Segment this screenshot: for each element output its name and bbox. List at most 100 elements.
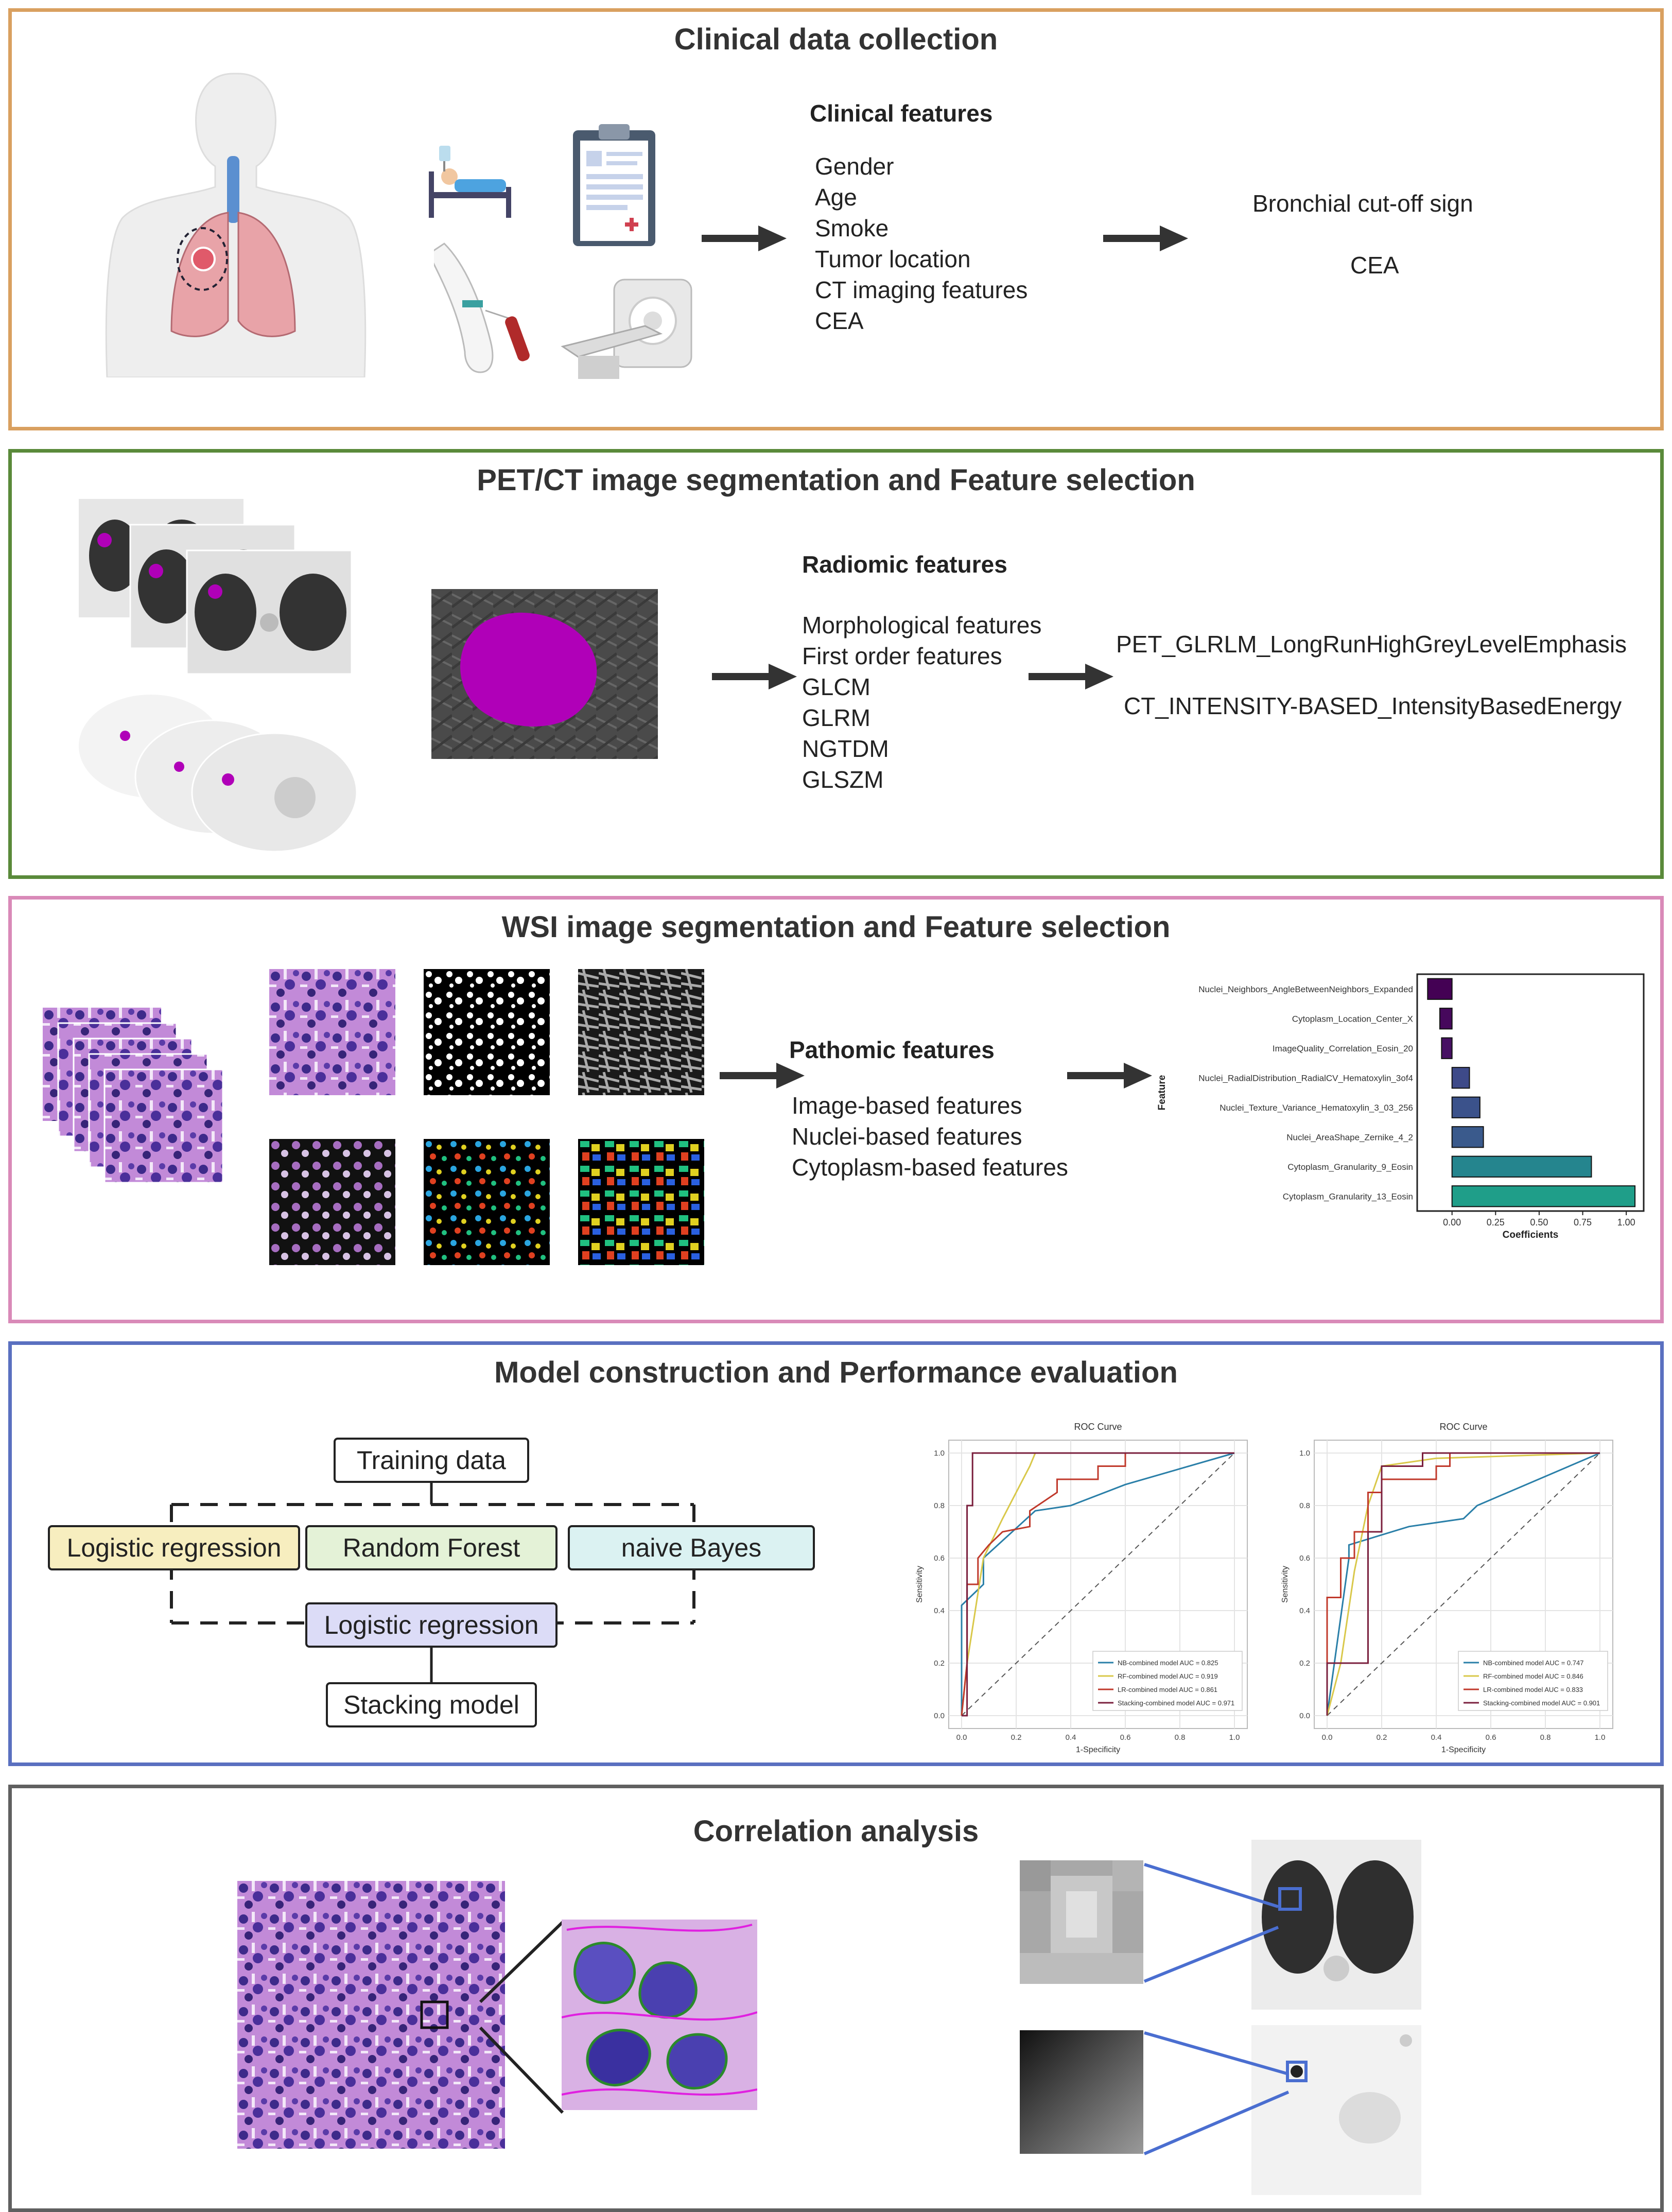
ct-roi-patch [1020,1860,1143,1984]
y-tick-label: 1.0 [934,1449,945,1458]
blood-draw-icon [434,243,530,373]
roc-series-line [1326,1452,1600,1716]
y-tick-label: 0.6 [1299,1554,1310,1563]
y-tick-label: 0.2 [1299,1659,1310,1668]
ct-slice-image [1251,1840,1421,2010]
y-tick-label: Cytoplasm_Granularity_13_Eosin [1283,1191,1413,1201]
arrow-icon [720,1063,805,1088]
roc-chart-validation: ROC Curve 0.0 0.2 0.4 0.6 0.8 1.0 0.0 0.2 0.4 0.6 0… [1281,1422,1613,1754]
selected-feature: CEA [1350,252,1399,279]
arrow-icon [1067,1063,1152,1088]
y-tick-label: ImageQuality_Correlation_Eosin_20 [1273,1044,1413,1053]
roc-series-line [961,1452,1234,1716]
pet-slice-image [1251,2025,1421,2195]
x-tick-label: 1.0 [1595,1733,1606,1742]
zoom-connector [479,1921,564,2114]
list-item: Gender [815,153,894,180]
pet-zoom-connector [1143,2031,1290,2155]
panel-title: Correlation analysis [693,1814,979,1848]
arrow-icon [1029,664,1113,689]
radiomic-features-list: Morphological features First order featu… [802,610,1041,795]
ct-slice-stack [79,499,353,675]
legend-box [1092,1651,1243,1711]
list-item: Image-based features [792,1092,1022,1119]
y-tick-label: 0.8 [1299,1501,1310,1510]
x-axis-label: Coefficients [1503,1230,1559,1240]
list-item: Morphological features [802,612,1042,638]
legend-entry: NB-combined model AUC = 0.747 [1483,1659,1583,1667]
he-original-tile [269,969,395,1095]
arrow-icon [1103,226,1188,251]
y-tick-label: Cytoplasm_Location_Center_X [1292,1014,1413,1024]
legend-box [1458,1651,1608,1711]
roc-series-line [1326,1452,1600,1716]
x-tick-label: 0.25 [1487,1217,1505,1228]
y-axis-label: Sensitivity [1281,1566,1290,1603]
chart-title: ROC Curve [1439,1422,1487,1432]
legend-entry: LR-combined model AUC = 0.833 [1483,1686,1583,1693]
panel-title: WSI image segmentation and Feature selec… [501,910,1171,944]
list-item: GLRM [802,704,870,731]
x-tick-label: 0.2 [1011,1733,1022,1742]
y-tick-label: Nuclei_Texture_Variance_Hematoxylin_3_03… [1220,1103,1413,1113]
x-tick-label: 0.75 [1574,1217,1592,1228]
list-item: Smoke [815,215,889,241]
bar [1451,1096,1481,1118]
training-data-box: Training data [334,1438,529,1483]
base-model-logistic-regression: Logistic regression [48,1525,300,1570]
panel-title: Model construction and Performance evalu… [494,1356,1178,1389]
bar [1439,1008,1453,1030]
x-tick-label: 0.0 [1322,1733,1333,1742]
chance-line [961,1453,1235,1716]
panel-title: Clinical data collection [674,23,998,56]
bar [1427,978,1453,1000]
y-axis-label: Feature [1157,1075,1168,1111]
x-tick-label: 0.50 [1530,1217,1548,1228]
panel-models: Model construction and Performance evalu… [8,1341,1664,1766]
clinical-features-list: Gender Age Smoke Tumor location CT imagi… [815,151,1027,336]
arrow-icon [712,664,797,689]
list-item: CEA [815,307,864,334]
base-model-random-forest: Random Forest [305,1525,558,1570]
x-tick-label: 0.6 [1486,1733,1496,1742]
y-tick-label: 0.0 [934,1712,945,1720]
cytoplasm-gray-tile [578,969,704,1095]
list-item: Tumor location [815,246,971,272]
stacking-model-box: Stacking model [326,1682,537,1727]
y-tick-label: 0.4 [934,1606,945,1615]
y-tick-label: Nuclei_RadialDistribution_RadialCV_Hemat… [1198,1073,1413,1083]
pet-slice-stack [79,695,358,853]
selected-feature: Bronchial cut-off sign [1252,190,1473,217]
ct-zoom-connector [1143,1863,1279,1983]
x-tick-label: 0.4 [1066,1733,1076,1742]
y-tick-label: 0.6 [934,1554,945,1563]
y-tick-label: 0.0 [1299,1712,1310,1720]
nuclei-mask-tile [424,969,550,1095]
list-item: GLSZM [802,766,884,793]
cytoplasm-label-tile [578,1139,704,1265]
legend-entry: RF-combined model AUC = 0.919 [1118,1672,1218,1680]
panel-radiomics: PET/CT image segmentation and Feature se… [8,449,1664,879]
ct-scanner-icon [561,279,692,379]
list-item: Cytoplasm-based features [792,1154,1068,1181]
x-tick-label: 0.6 [1120,1733,1131,1742]
panel-clinical: Clinical data collection [8,8,1664,430]
x-tick-label: 0.8 [1175,1733,1186,1742]
y-tick-label: Cytoplasm_Granularity_9_Eosin [1287,1162,1413,1172]
roc-series-line [962,1452,1234,1717]
bar [1451,1155,1592,1178]
list-item: GLCM [802,673,870,700]
arrow-icon [702,226,787,251]
pathomic-features-header: Pathomic features [789,1036,995,1063]
x-tick-label: 1.00 [1617,1217,1635,1228]
radiomic-features-header: Radiomic features [802,551,1007,578]
x-tick-label: 0.00 [1443,1217,1461,1228]
selected-feature: PET_GLRLM_LongRunHighGreyLevelEmphasis [1116,631,1627,658]
legend-entry: Stacking-combined model AUC = 0.901 [1483,1699,1600,1707]
nuclei-label-tile [424,1139,550,1265]
legend-entry: Stacking-combined model AUC = 0.971 [1118,1699,1234,1707]
he-slide-image [237,1881,505,2149]
y-tick-label: Nuclei_AreaShape_Zernike_4_2 [1286,1132,1413,1142]
list-item: Nuclei-based features [792,1123,1022,1150]
chart-title: ROC Curve [1074,1422,1122,1432]
